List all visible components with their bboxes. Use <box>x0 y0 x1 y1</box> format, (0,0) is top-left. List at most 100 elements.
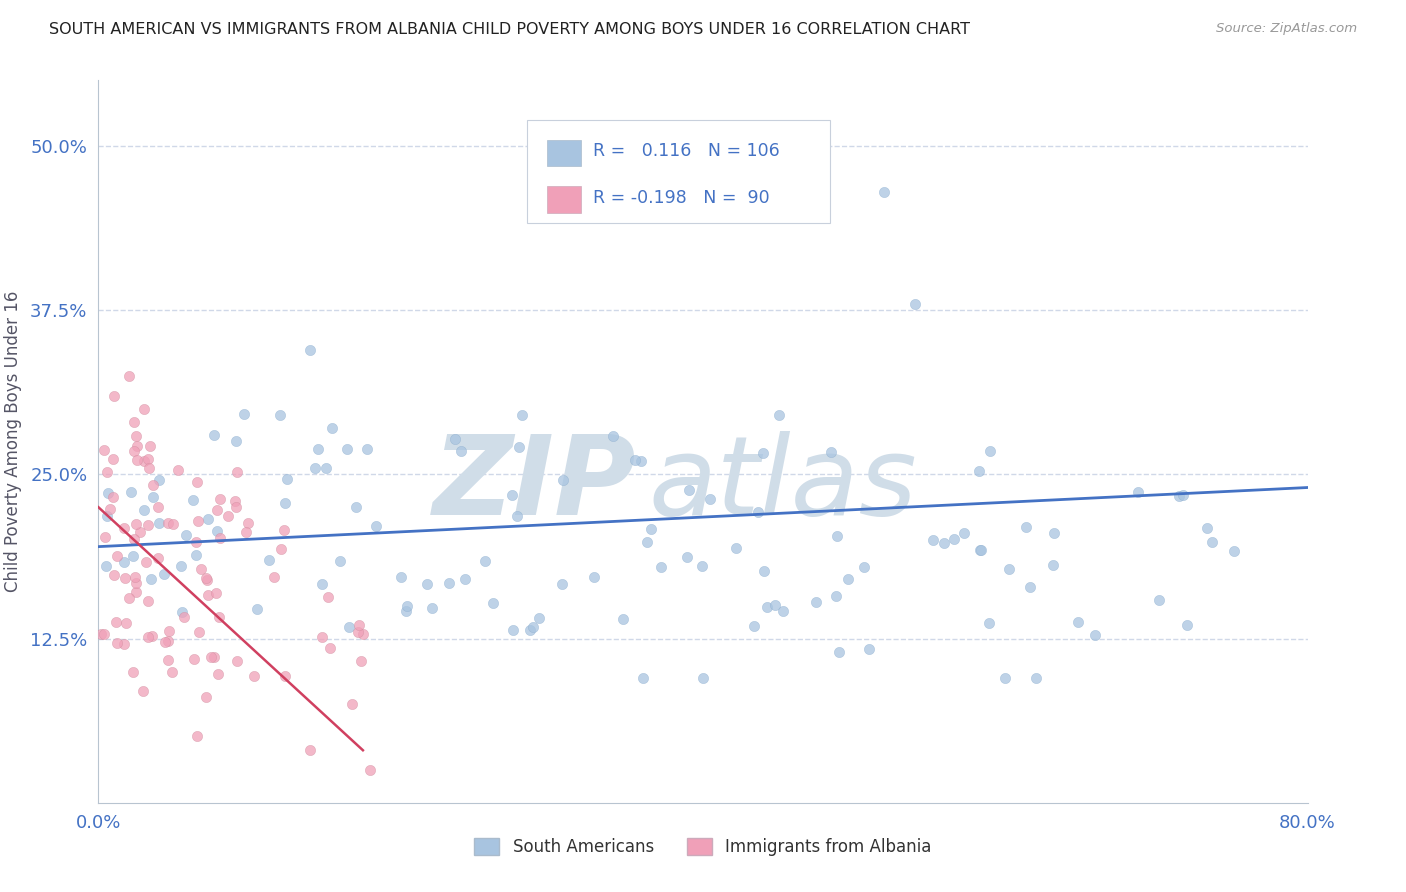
Point <box>519 624 541 638</box>
Point <box>353 627 375 641</box>
Point <box>1084 628 1107 642</box>
Point <box>347 624 370 639</box>
Point <box>120 485 142 500</box>
Point <box>148 500 170 514</box>
Point <box>529 611 551 625</box>
Point <box>932 535 955 549</box>
Point <box>315 461 337 475</box>
Point <box>194 690 217 705</box>
Point <box>157 634 180 648</box>
Point <box>1067 615 1090 629</box>
Text: R =   0.116   N = 106: R = 0.116 N = 106 <box>593 142 780 160</box>
Point <box>307 442 329 456</box>
Point <box>612 612 634 626</box>
Point <box>678 483 700 498</box>
Text: atlas: atlas <box>648 432 917 539</box>
Point <box>366 519 388 533</box>
Point <box>356 442 378 457</box>
Point <box>299 343 322 357</box>
Point <box>205 586 228 600</box>
Point <box>125 517 148 532</box>
Point <box>474 554 496 568</box>
Point <box>692 671 714 685</box>
Point <box>208 609 231 624</box>
Point <box>274 669 297 683</box>
Point <box>112 555 135 569</box>
Point <box>138 461 160 475</box>
Point <box>454 572 477 586</box>
Point <box>1175 618 1198 632</box>
Point <box>276 472 298 486</box>
Point <box>853 560 876 574</box>
Point <box>103 567 125 582</box>
Point <box>1195 521 1218 535</box>
Point <box>124 415 146 429</box>
Point <box>1042 558 1064 572</box>
Point <box>187 624 209 639</box>
Point <box>186 475 208 489</box>
Point <box>994 671 1017 685</box>
Point <box>162 516 184 531</box>
Point <box>202 650 225 665</box>
Point <box>416 577 439 591</box>
Point <box>360 763 382 777</box>
Point <box>202 427 225 442</box>
Point <box>650 559 672 574</box>
Point <box>183 651 205 665</box>
Point <box>350 654 373 668</box>
Point <box>122 532 145 546</box>
Point <box>772 605 794 619</box>
Point <box>138 439 160 453</box>
Point <box>197 512 219 526</box>
Point <box>181 492 204 507</box>
Text: ZIP: ZIP <box>433 432 637 539</box>
Point <box>510 409 533 423</box>
Point <box>124 444 146 458</box>
Point <box>103 388 125 402</box>
Point <box>508 440 530 454</box>
Point <box>1024 671 1046 685</box>
Point <box>127 453 149 467</box>
Point <box>444 432 467 446</box>
Point <box>344 500 367 514</box>
Point <box>208 492 231 507</box>
Point <box>420 601 443 615</box>
Point <box>132 401 155 416</box>
Point <box>337 620 360 634</box>
Point <box>96 558 118 573</box>
Point <box>157 653 180 667</box>
Point <box>922 533 945 547</box>
Point <box>217 509 239 524</box>
Point <box>194 571 217 585</box>
Point <box>148 551 170 566</box>
Point <box>90 627 112 641</box>
Point <box>142 490 165 504</box>
Point <box>125 439 148 453</box>
Point <box>112 521 135 535</box>
Point <box>243 668 266 682</box>
Point <box>1015 519 1038 533</box>
Point <box>395 604 418 618</box>
Point <box>122 549 145 563</box>
Point <box>742 619 765 633</box>
Point <box>134 454 156 468</box>
Point <box>582 570 605 584</box>
Point <box>224 493 246 508</box>
Point <box>942 532 965 546</box>
Point <box>820 445 842 459</box>
Point <box>118 591 141 605</box>
Point <box>768 409 790 423</box>
Point <box>336 442 359 456</box>
Point <box>134 503 156 517</box>
Point <box>437 576 460 591</box>
Point <box>904 296 927 310</box>
Point <box>299 743 322 757</box>
Point <box>501 488 523 502</box>
Point <box>263 570 285 584</box>
Point <box>197 588 219 602</box>
Point <box>979 444 1001 458</box>
Point <box>246 602 269 616</box>
Point <box>725 541 748 555</box>
Point <box>1201 534 1223 549</box>
Text: R = -0.198   N =  90: R = -0.198 N = 90 <box>593 189 770 207</box>
